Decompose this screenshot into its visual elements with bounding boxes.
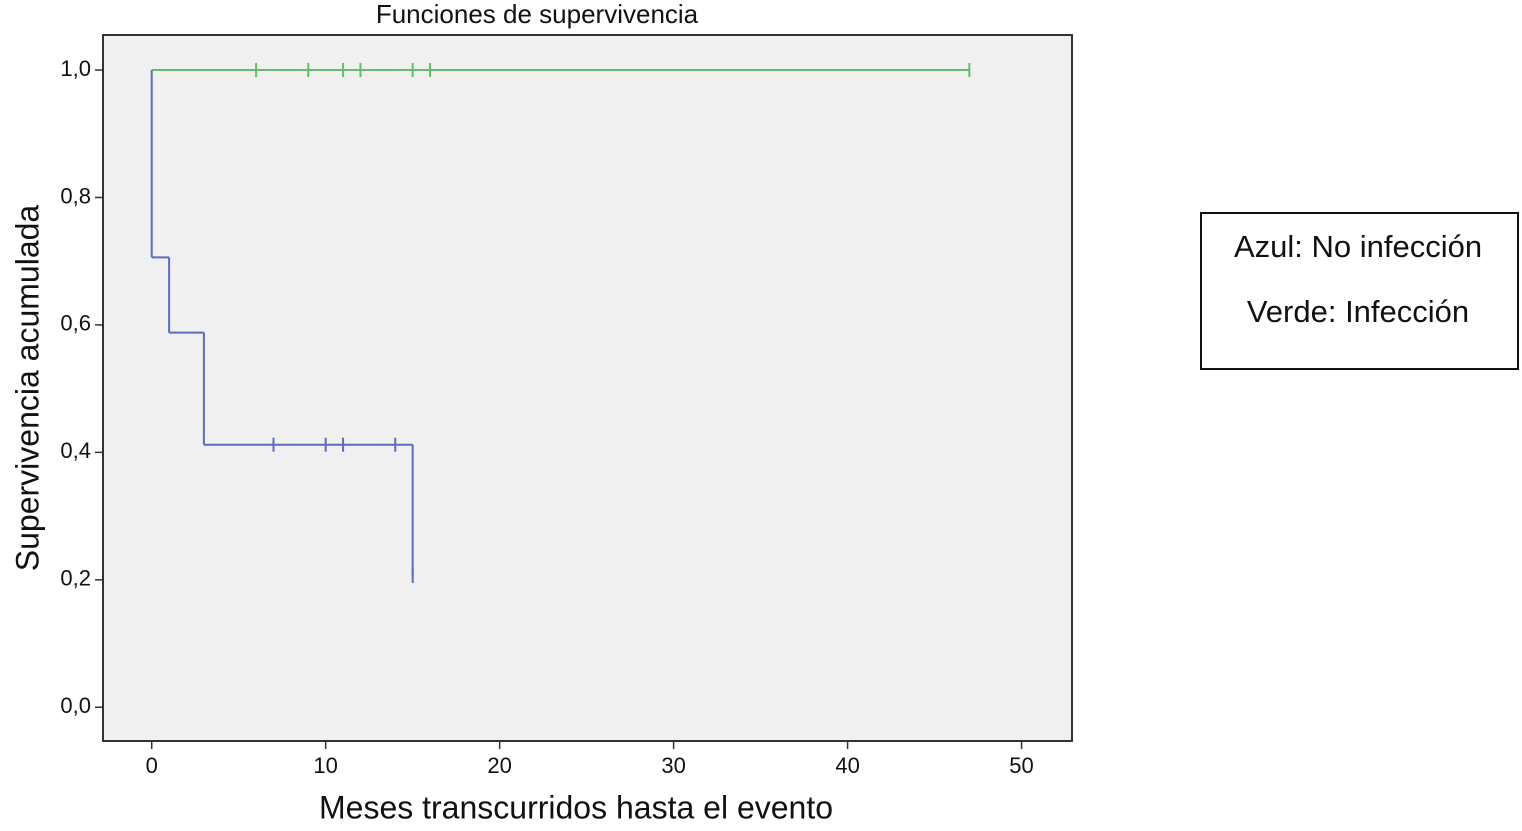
legend-text: Verde: Infección bbox=[1247, 294, 1469, 329]
x-tick-label: 50 bbox=[1009, 753, 1033, 778]
plot-area bbox=[102, 34, 1073, 742]
y-axis-label: Supervivencia acumulada bbox=[9, 205, 45, 572]
y-tick-label: 0,2 bbox=[60, 566, 91, 591]
y-tick-label: 0,8 bbox=[60, 183, 91, 208]
y-tick-label: 0,0 bbox=[60, 693, 91, 718]
y-tick-label: 0,4 bbox=[60, 438, 91, 463]
y-tick-label: 0,6 bbox=[60, 311, 91, 336]
chart-title: Funciones de supervivencia bbox=[376, 0, 699, 29]
legend-box bbox=[1200, 212, 1519, 370]
x-tick-label: 30 bbox=[661, 753, 685, 778]
x-axis-label: Meses transcurridos hasta el evento bbox=[319, 789, 833, 825]
x-tick-label: 0 bbox=[146, 753, 158, 778]
y-tick-label: 1,0 bbox=[60, 56, 91, 81]
x-tick-label: 20 bbox=[487, 753, 511, 778]
legend-text: Azul: No infección bbox=[1234, 229, 1482, 264]
x-tick-label: 10 bbox=[313, 753, 337, 778]
x-tick-label: 40 bbox=[835, 753, 859, 778]
